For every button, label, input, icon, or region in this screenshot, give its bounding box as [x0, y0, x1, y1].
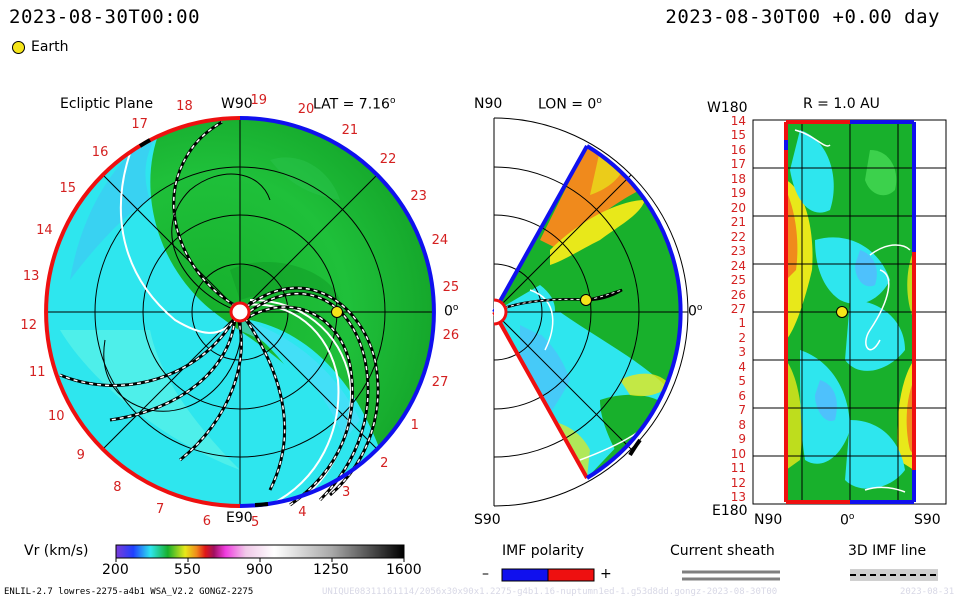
meridional-top-label: N90	[474, 96, 503, 112]
colorbar-title: Vr (km/s)	[24, 543, 89, 559]
carrington-label-5: 5	[250, 515, 260, 531]
colorbar-tick-200: 200	[102, 562, 129, 578]
sphere-tick-5: 5	[738, 374, 746, 389]
sphere-tick-8: 8	[738, 417, 746, 432]
carrington-label-23: 23	[410, 189, 427, 205]
r-label: R = 1.0 AU	[803, 96, 880, 112]
sphere-tick-13: 13	[730, 490, 746, 504]
sphere-tick-21: 21	[730, 215, 746, 230]
imf-line-title: 3D IMF line	[848, 543, 927, 559]
imf-polarity-title: IMF polarity	[502, 543, 585, 559]
vr-colorbar	[115, 544, 405, 562]
run-date: 2023-08-31	[900, 587, 955, 597]
sphere-tick-20: 20	[730, 200, 746, 215]
ecliptic-top-label: W90	[221, 96, 253, 112]
sphere-tick-26: 26	[730, 287, 746, 302]
sphere-bottom-n90: N90	[754, 512, 783, 528]
sphere-top-left-label: W180	[707, 100, 748, 116]
sphere-tick-16: 16	[730, 142, 746, 157]
carrington-label-1: 1	[410, 418, 419, 434]
lat-label: LAT = 7.16o	[313, 96, 396, 113]
current-time: 2023-08-30T00 +0.00 day	[665, 6, 940, 28]
carrington-label-21: 21	[341, 122, 359, 138]
meridional-plane	[492, 117, 689, 507]
lon-label: LON = 0o	[538, 96, 602, 113]
sphere-bottom-left-label: E180	[712, 503, 748, 519]
carrington-label-15: 15	[59, 180, 77, 196]
ecliptic-title: Ecliptic Plane	[60, 96, 154, 112]
sphere-tick-12: 12	[730, 475, 746, 490]
sphere-tick-3: 3	[738, 345, 746, 360]
ecliptic-right-label: 0o	[444, 303, 459, 320]
imf-plus: +	[600, 566, 612, 582]
imf-line-sample	[850, 569, 938, 581]
run-id: UNIQUE08311161114/2056x30x90x1.2275-g4b1…	[322, 587, 778, 597]
sphere-tick-1: 1	[738, 316, 746, 331]
carrington-label-2: 2	[380, 455, 389, 471]
current-sheath-sample	[682, 570, 780, 581]
carrington-label-26: 26	[442, 327, 460, 343]
carrington-label-4: 4	[298, 505, 307, 521]
sphere-tick-25: 25	[730, 273, 746, 288]
carrington-label-10: 10	[48, 409, 65, 425]
sphere-tick-4: 4	[738, 359, 746, 374]
sphere-tick-17: 17	[730, 157, 746, 172]
carrington-label-22: 22	[379, 152, 397, 167]
sphere-tick-27: 27	[730, 302, 746, 316]
start-time: 2023-08-30T00:00	[9, 6, 201, 28]
sphere-tick-19: 19	[730, 186, 746, 201]
carrington-label-25: 25	[442, 279, 460, 295]
sphere-tick-6: 6	[738, 388, 746, 403]
sphere-tick-9: 9	[738, 432, 746, 447]
sphere-tick-22: 22	[730, 229, 746, 244]
imf-polarity-bar	[501, 568, 595, 582]
carrington-label-19: 19	[250, 92, 268, 108]
sphere-tick-14: 14	[730, 114, 746, 128]
sphere-tick-24: 24	[730, 258, 746, 273]
sphere-map	[752, 119, 947, 505]
carrington-label-14: 14	[36, 222, 53, 238]
carrington-label-12: 12	[20, 317, 37, 333]
sphere-bottom-0: 0o	[840, 512, 855, 529]
ecliptic-plane	[44, 116, 436, 508]
sphere-tick-23: 23	[730, 244, 746, 259]
earth-legend-icon	[12, 41, 25, 54]
sphere-tick-2: 2	[738, 330, 746, 345]
earth-legend-label: Earth	[31, 39, 69, 55]
sphere-tick-15: 15	[730, 128, 746, 143]
sphere-tick-11: 11	[730, 461, 746, 476]
carrington-label-20: 20	[297, 102, 315, 118]
carrington-label-6: 6	[202, 513, 212, 529]
current-sheath-title: Current sheath	[670, 543, 775, 559]
carrington-label-8: 8	[113, 479, 122, 495]
ecliptic-bottom-label: E90	[226, 510, 253, 526]
carrington-label-24: 24	[431, 232, 449, 248]
carrington-label-7: 7	[156, 501, 165, 517]
sphere-tick-7: 7	[738, 403, 746, 418]
carrington-label-16: 16	[91, 144, 109, 160]
carrington-label-11: 11	[28, 365, 46, 381]
carrington-label-9: 9	[76, 448, 85, 464]
colorbar-tick-550: 550	[174, 562, 201, 578]
carrington-label-13: 13	[22, 269, 40, 285]
colorbar-tick-1600: 1600	[386, 562, 422, 578]
carrington-label-18: 18	[176, 99, 193, 115]
meridional-right-label: 0o	[688, 303, 703, 320]
colorbar-tick-900: 900	[246, 562, 273, 578]
sphere-tick-10: 10	[730, 446, 746, 461]
model-info: ENLIL-2.7 lowres-2275-a4b1 WSA_V2.2 GONG…	[4, 587, 254, 597]
meridional-bottom-label: S90	[474, 512, 501, 528]
carrington-label-3: 3	[342, 485, 351, 501]
carrington-label-17: 17	[131, 117, 148, 133]
colorbar-tick-1250: 1250	[313, 562, 349, 578]
sphere-bottom-s90: S90	[914, 512, 941, 528]
imf-minus: –	[482, 566, 489, 582]
carrington-label-27: 27	[431, 374, 449, 390]
sphere-tick-18: 18	[730, 171, 746, 186]
